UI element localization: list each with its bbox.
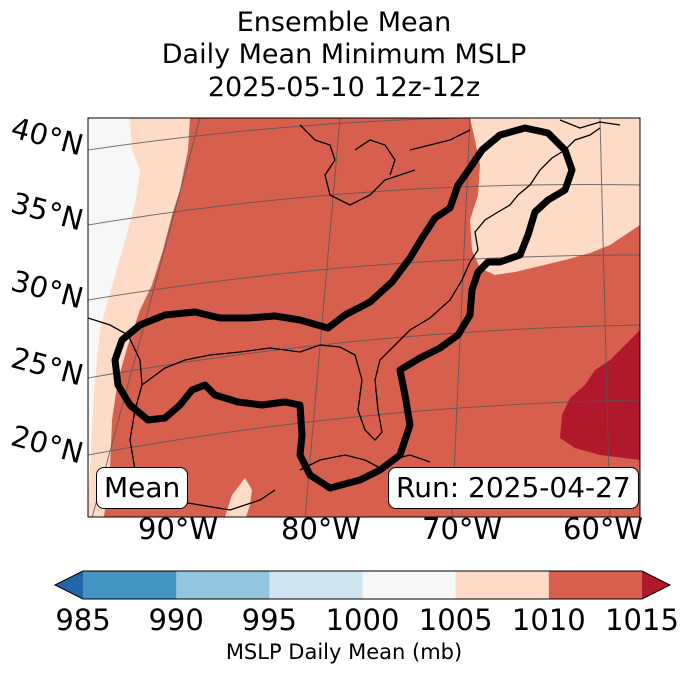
colorbar-extend-low	[55, 571, 83, 599]
colorbar-segment	[269, 571, 363, 599]
pressure-fill-1005-south	[225, 478, 252, 517]
colorbar-segment	[83, 571, 177, 599]
lon-label-80: 80°W	[281, 512, 362, 546]
colorbar-tick-label: 1015	[605, 603, 679, 637]
title-line-2: Daily Mean Minimum MSLP	[161, 39, 527, 70]
colorbar-segment	[176, 571, 270, 599]
latitude-line-25	[88, 324, 640, 379]
latitude-line-35	[88, 184, 640, 226]
run-date-label: Run: 2025-04-27	[388, 467, 639, 509]
longitude-line-60	[599, 118, 611, 517]
pressure-fill-1015-east	[560, 330, 640, 460]
title-line-1: Ensemble Mean	[236, 7, 452, 38]
longitude-line-90	[91, 118, 201, 517]
lon-label-70: 70°W	[422, 512, 503, 546]
lon-label-90: 90°W	[138, 512, 219, 546]
colorbar-label: MSLP Daily Mean (mb)	[225, 640, 463, 664]
mean-label: Mean	[96, 467, 189, 509]
longitude-line-80	[304, 118, 341, 517]
map-frame	[87, 117, 641, 518]
colorbar-tick-label: 995	[241, 603, 298, 637]
pressure-fill-1000-west	[88, 118, 140, 500]
colorbar-outline	[53, 570, 672, 600]
longitude-line-70	[451, 118, 471, 517]
colorbar-tick-label: 1000	[325, 603, 400, 637]
colorbar-segment	[362, 571, 457, 599]
colorbar-tick-label: 985	[55, 603, 111, 637]
colorbar-segment	[548, 571, 643, 599]
contour-1005	[111, 124, 576, 492]
title-line-3: 2025-05-10 12z-12z	[207, 72, 481, 103]
colorbar-segment	[455, 571, 550, 599]
latitude-line-40	[88, 118, 640, 151]
colorbar-extend-high	[642, 571, 670, 599]
latitude-line-20	[88, 399, 640, 456]
colorbar-tick-label: 1010	[511, 603, 586, 637]
lon-label-60: 60°W	[563, 512, 644, 546]
colorbar-tick-label: 990	[148, 603, 204, 637]
coastlines	[88, 119, 621, 511]
latitude-line-30	[88, 254, 640, 301]
colorbar-tick-label: 1005	[418, 603, 493, 637]
